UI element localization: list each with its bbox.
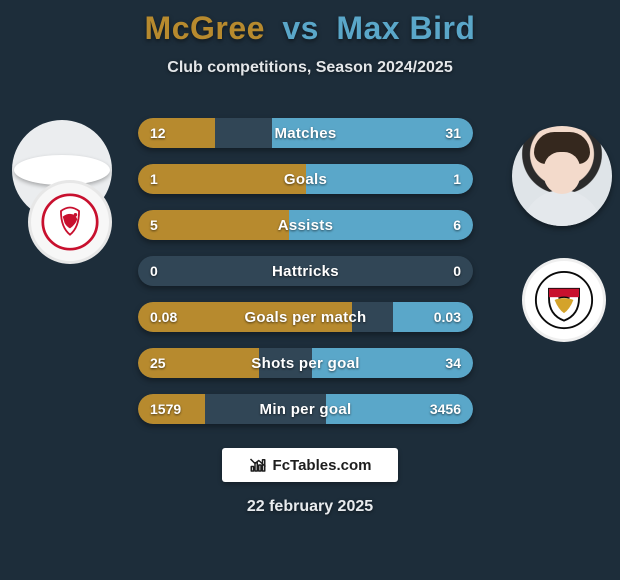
stat-row: 15793456Min per goal [138, 394, 473, 424]
stat-row: 0.080.03Goals per match [138, 302, 473, 332]
site-name: FcTables.com [273, 457, 372, 474]
avatar-torso-icon [522, 190, 602, 226]
avatar-face-icon [544, 152, 580, 194]
player1-club-crest [28, 180, 112, 264]
comparison-subtitle: Club competitions, Season 2024/2025 [0, 59, 620, 77]
player1-name: McGree [145, 10, 265, 46]
vs-label: vs [282, 10, 319, 46]
bristol-city-crest-icon [534, 270, 594, 330]
site-attribution: FcTables.com [222, 448, 398, 482]
stat-row: 11Goals [138, 164, 473, 194]
player2-club-crest [522, 258, 606, 342]
stat-label: Goals [138, 164, 473, 194]
comparison-date: 22 february 2025 [0, 498, 620, 516]
stat-row: 56Assists [138, 210, 473, 240]
stat-label: Assists [138, 210, 473, 240]
stat-label: Min per goal [138, 394, 473, 424]
stat-label: Shots per goal [138, 348, 473, 378]
chart-icon [249, 456, 267, 474]
player2-avatar [512, 126, 612, 226]
stats-bars: 1231Matches 11Goals 56Assists 00Hattricks 0.… [138, 118, 473, 440]
player2-name: Max Bird [336, 10, 475, 46]
stat-row: 00Hattricks [138, 256, 473, 286]
stat-label: Goals per match [138, 302, 473, 332]
stat-row: 2534Shots per goal [138, 348, 473, 378]
comparison-title: McGree vs Max Bird [0, 0, 620, 47]
stat-row: 1231Matches [138, 118, 473, 148]
middlesbrough-crest-icon [41, 193, 99, 251]
stat-label: Matches [138, 118, 473, 148]
stat-label: Hattricks [138, 256, 473, 286]
